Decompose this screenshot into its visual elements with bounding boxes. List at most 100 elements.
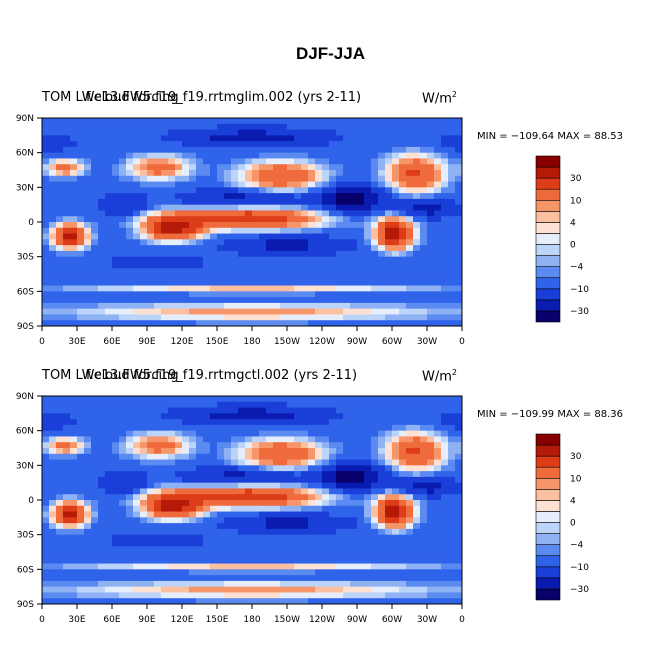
field-cell (420, 175, 428, 182)
field-cell (196, 569, 204, 576)
field-cell (406, 396, 414, 403)
field-cell (371, 494, 379, 501)
field-cell (434, 262, 442, 269)
field-cell (168, 569, 176, 576)
field-cell (336, 517, 344, 524)
field-cell (245, 482, 253, 489)
field-cell (308, 557, 316, 564)
field-cell (63, 448, 71, 455)
field-cell (70, 198, 78, 206)
field-cell (98, 146, 106, 154)
field-cell (63, 494, 71, 501)
field-cell (238, 314, 246, 321)
field-cell (420, 245, 428, 252)
min-max-label: MIN = −109.64 MAX = 88.53 (477, 131, 624, 142)
field-cell (147, 476, 155, 484)
field-cell (161, 152, 169, 159)
field-cell (266, 407, 274, 414)
field-cell (413, 314, 421, 321)
field-cell (91, 222, 99, 229)
field-cell (301, 262, 309, 269)
field-cell (56, 528, 64, 536)
field-cell (252, 158, 260, 165)
field-cell (420, 268, 428, 275)
field-cell (210, 534, 218, 541)
field-cell (273, 540, 281, 547)
field-cell (399, 511, 407, 518)
field-cell (308, 204, 316, 211)
field-cell (252, 308, 260, 315)
field-cell (252, 546, 260, 553)
field-cell (413, 170, 421, 177)
field-cell (105, 575, 113, 582)
field-cell (63, 592, 71, 599)
field-cell (301, 118, 309, 125)
field-cell (119, 314, 127, 321)
field-cell (42, 222, 50, 229)
field-cell (203, 465, 211, 472)
field-cell (140, 170, 148, 177)
field-cell (56, 552, 64, 559)
field-cell (147, 152, 155, 159)
field-cell (336, 419, 344, 426)
field-cell (189, 459, 197, 466)
field-cell (357, 523, 365, 530)
field-cell (203, 123, 211, 130)
field-cell (441, 592, 449, 599)
field-cell (210, 135, 218, 142)
field-cell (294, 448, 302, 455)
field-cell (203, 505, 211, 512)
field-cell (105, 407, 113, 414)
field-cell (203, 569, 211, 576)
field-cell (42, 465, 50, 472)
field-cell (203, 575, 211, 582)
field-cell (287, 291, 295, 298)
field-cell (140, 216, 148, 223)
field-cell (126, 250, 134, 258)
field-cell (434, 123, 442, 130)
field-cell (224, 563, 232, 570)
field-cell (392, 430, 400, 437)
field-cell (224, 135, 232, 142)
field-cell (63, 424, 71, 432)
field-cell (329, 413, 337, 420)
field-cell (182, 465, 190, 472)
field-cell (441, 488, 449, 495)
field-cell (357, 204, 365, 211)
field-cell (385, 569, 393, 576)
field-cell (252, 488, 260, 495)
field-cell (441, 268, 449, 275)
field-cell (392, 523, 400, 530)
field-cell (322, 419, 330, 426)
field-cell (56, 546, 64, 553)
field-cell (350, 274, 358, 281)
field-cell (84, 146, 92, 154)
field-cell (147, 314, 155, 321)
field-cell (154, 227, 162, 234)
field-cell (77, 453, 85, 460)
field-cell (133, 424, 141, 432)
field-cell (56, 494, 64, 501)
field-cell (413, 459, 421, 466)
field-cell (280, 187, 288, 194)
field-cell (140, 256, 148, 263)
field-cell (245, 453, 253, 460)
field-cell (126, 233, 134, 240)
field-cell (238, 245, 246, 252)
field-cell (308, 187, 316, 194)
field-cell (119, 523, 127, 530)
field-cell (154, 436, 162, 443)
field-cell (196, 198, 204, 206)
field-cell (175, 453, 183, 460)
field-cell (385, 517, 393, 524)
field-cell (308, 413, 316, 420)
field-cell (266, 534, 274, 541)
field-cell (182, 279, 190, 286)
field-cell (378, 557, 386, 564)
field-cell (322, 262, 330, 269)
field-cell (126, 123, 134, 130)
field-cell (189, 557, 197, 564)
field-cell (42, 175, 50, 182)
field-cell (343, 523, 351, 530)
field-cell (140, 534, 148, 541)
